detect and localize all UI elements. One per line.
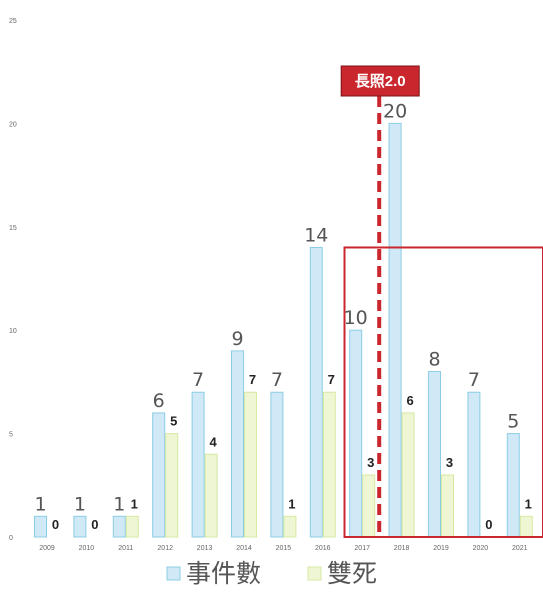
x-axis-ticks: 2009 2010 2011 2012 2013 2014 2015 2016 2017 2018…: [39, 545, 527, 552]
bar-events: [349, 329, 363, 538]
data-label-deaths: 7: [328, 372, 335, 387]
data-label-deaths: 1: [525, 496, 532, 511]
x-tick-label: 2009: [39, 545, 55, 552]
data-label-events: 9: [231, 328, 243, 350]
data-label-events: 1: [113, 493, 125, 515]
annotation: 長照2.0: [340, 65, 420, 537]
data-label-deaths: 6: [406, 393, 413, 408]
bar-deaths: [362, 474, 376, 538]
bar-events: [428, 371, 441, 538]
legend: 事件數 雙死: [166, 559, 377, 588]
x-tick-label: 2016: [315, 545, 331, 552]
x-tick-label: 2019: [433, 545, 449, 552]
data-label-events: 8: [428, 349, 440, 371]
data-label-deaths: 5: [170, 414, 177, 429]
policy-callout-box: [340, 65, 420, 97]
highlight-box: [343, 246, 543, 538]
bar-events: [34, 515, 47, 538]
data-label-deaths: 7: [249, 372, 256, 387]
data-label-deaths: 1: [288, 496, 295, 511]
y-tick-label: 25: [9, 18, 17, 25]
bar-events: [388, 122, 402, 538]
data-label-events: 20: [383, 100, 407, 122]
data-label-events: 14: [304, 224, 328, 246]
data-label-deaths: 0: [91, 517, 98, 532]
bar-events: [467, 391, 481, 538]
bar-deaths: [165, 433, 179, 538]
legend-label-deaths: 雙死: [327, 559, 377, 588]
highlight-region: [343, 246, 543, 538]
bar-events: [191, 391, 205, 538]
bar-deaths: [322, 391, 336, 538]
bar-deaths: [519, 515, 533, 538]
x-tick-label: 2011: [118, 545, 133, 552]
bars: [34, 122, 533, 538]
y-tick-label: 20: [9, 121, 17, 128]
legend-swatch-events: [166, 566, 181, 581]
x-tick-label: 2013: [197, 545, 213, 552]
legend-label-events: 事件數: [186, 559, 261, 588]
x-tick-label: 2020: [473, 545, 489, 552]
data-label-deaths: 0: [485, 517, 492, 532]
bar-events: [309, 246, 323, 538]
data-label-events: 7: [192, 369, 204, 391]
data-label-events: 7: [468, 369, 480, 391]
data-label-deaths: 3: [446, 455, 453, 470]
bar-events: [506, 433, 520, 538]
x-tick-label: 2017: [354, 545, 370, 552]
bar-deaths: [125, 515, 139, 538]
y-tick-label: 15: [9, 225, 17, 232]
x-tick-label: 2010: [79, 545, 95, 552]
data-label-deaths: 4: [209, 434, 217, 449]
data-label-deaths: 3: [367, 455, 374, 470]
data-label-events: 1: [34, 493, 46, 515]
data-label-events: 5: [507, 411, 519, 433]
legend-swatch-deaths: [307, 566, 322, 581]
policy-callout-label: 長照2.0: [355, 73, 406, 90]
bar-deaths: [204, 453, 218, 538]
x-tick-label: 2021: [512, 545, 528, 552]
bar-events: [73, 515, 87, 538]
x-tick-label: 2012: [157, 545, 173, 552]
data-label-events: 6: [153, 390, 165, 412]
bar-events: [152, 412, 166, 538]
x-tick-label: 2018: [394, 545, 410, 552]
data-label-events: 7: [271, 369, 283, 391]
y-tick-label: 0: [9, 535, 13, 542]
bar-events: [231, 350, 244, 538]
bar-events: [270, 391, 284, 538]
bar-deaths: [441, 474, 454, 538]
bar-deaths: [244, 391, 257, 538]
bar-deaths: [401, 412, 415, 538]
x-tick-label: 2015: [276, 545, 292, 552]
y-tick-label: 10: [9, 328, 17, 335]
data-label-deaths: 0: [52, 517, 59, 532]
data-label-deaths: 1: [131, 496, 138, 511]
x-tick-label: 2014: [236, 545, 252, 552]
data-label-events: 10: [344, 307, 368, 329]
bar-events: [112, 515, 126, 538]
data-label-events: 1: [74, 493, 86, 515]
y-axis-ticks: 0 5 10 15 20 25: [9, 18, 17, 542]
y-tick-label: 5: [9, 432, 13, 439]
bar-deaths: [283, 515, 297, 538]
